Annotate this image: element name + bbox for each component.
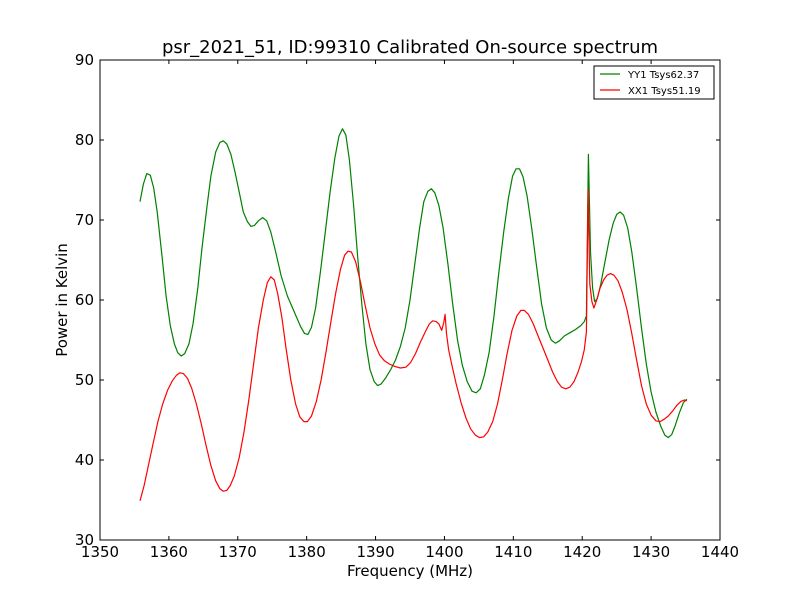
y-tick-label: 50 <box>75 371 94 389</box>
legend: YY1 Tsys62.37 XX1 Tsys51.19 <box>593 65 715 100</box>
x-tick-label: 1420 <box>563 543 601 561</box>
y-tick-label: 60 <box>75 291 94 309</box>
legend-label-yy1: YY1 Tsys62.37 <box>627 70 699 81</box>
x-tick-label: 1360 <box>150 543 188 561</box>
x-axis-label: Frequency (MHz) <box>347 562 473 580</box>
x-tick-label: 1410 <box>494 543 532 561</box>
y-axis-label: Power in Kelvin <box>53 243 71 357</box>
x-tick-label: 1400 <box>425 543 463 561</box>
x-tick-label: 1430 <box>632 543 670 561</box>
x-tick-label: 1350 <box>81 543 119 561</box>
series-line-xx1 <box>139 189 688 501</box>
chart-title: psr_2021_51, ID:99310 Calibrated On-sour… <box>162 37 658 58</box>
legend-box <box>593 65 715 100</box>
y-tick-label: 30 <box>75 531 94 549</box>
axis-ticks: 1350 1360 1370 1380 1390 1400 1410 1420 1430 1440… <box>75 51 739 561</box>
y-tick-label: 90 <box>75 51 94 69</box>
x-tick-label: 1440 <box>701 543 739 561</box>
x-tick-label: 1390 <box>356 543 394 561</box>
x-tick-label: 1380 <box>288 543 326 561</box>
y-tick-label: 40 <box>75 451 94 469</box>
x-tick-label: 1370 <box>219 543 257 561</box>
legend-label-xx1: XX1 Tsys51.19 <box>628 86 701 97</box>
y-tick-label: 80 <box>75 131 94 149</box>
y-tick-label: 70 <box>75 211 94 229</box>
plot-frame <box>99 59 721 541</box>
plot-lines <box>139 128 688 501</box>
